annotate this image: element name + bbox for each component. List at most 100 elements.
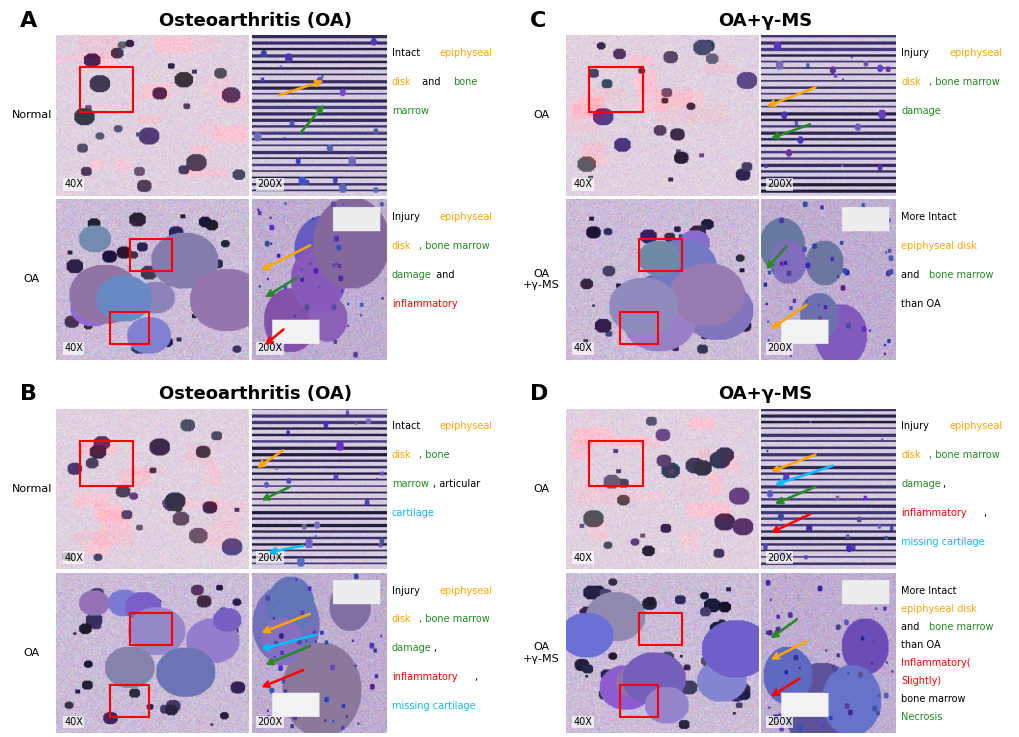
Text: OA: OA: [533, 484, 549, 494]
Text: disk: disk: [391, 450, 411, 461]
Text: damage: damage: [391, 643, 431, 653]
Text: ,: ,: [982, 508, 985, 518]
Text: , bone marrow: , bone marrow: [928, 450, 999, 461]
Text: 40X: 40X: [574, 717, 592, 727]
Text: OA: OA: [23, 274, 40, 284]
Bar: [620, 312, 658, 343]
Text: ,: ,: [474, 672, 477, 682]
Bar: [129, 240, 172, 271]
Text: epiphyseal: epiphyseal: [439, 48, 492, 58]
Text: cartilage: cartilage: [391, 508, 434, 518]
Text: 40X: 40X: [574, 179, 592, 189]
Text: Osteoarthritis (OA): Osteoarthritis (OA): [159, 385, 352, 403]
Bar: [110, 685, 149, 717]
Text: More Intact: More Intact: [901, 212, 956, 222]
Bar: [129, 613, 172, 645]
Bar: [110, 312, 149, 343]
Text: epiphyseal disk: epiphyseal disk: [901, 241, 976, 251]
Text: damage: damage: [391, 270, 431, 280]
Text: A: A: [20, 10, 38, 31]
Text: disk: disk: [391, 241, 411, 251]
Text: 200X: 200X: [766, 179, 791, 189]
Text: B: B: [20, 384, 37, 404]
Text: , bone marrow: , bone marrow: [928, 77, 999, 87]
Text: bone marrow: bone marrow: [901, 694, 965, 704]
Text: 40X: 40X: [64, 717, 83, 727]
Text: Osteoarthritis (OA): Osteoarthritis (OA): [159, 12, 352, 29]
Text: disk: disk: [391, 77, 411, 87]
Text: Inflammatory(: Inflammatory(: [901, 658, 970, 668]
Text: marrow: marrow: [391, 105, 428, 116]
Text: damage: damage: [901, 479, 941, 489]
Text: and: and: [901, 622, 922, 632]
Text: Injury: Injury: [391, 212, 422, 222]
Text: OA
+γ-MS: OA +γ-MS: [523, 269, 559, 290]
Text: OA: OA: [23, 648, 40, 658]
Text: 200X: 200X: [257, 179, 282, 189]
Text: C: C: [529, 10, 545, 31]
Text: , bone: , bone: [419, 450, 449, 461]
Text: ,: ,: [942, 479, 945, 489]
Text: epiphyseal: epiphyseal: [439, 212, 492, 222]
Text: Injury: Injury: [901, 422, 931, 431]
Bar: [620, 685, 658, 717]
Text: disk: disk: [901, 450, 920, 461]
Text: D: D: [529, 384, 547, 404]
Text: More Intact: More Intact: [901, 585, 956, 595]
Text: epiphyseal: epiphyseal: [949, 422, 1002, 431]
Text: 200X: 200X: [257, 717, 282, 727]
Text: Injury: Injury: [391, 585, 422, 595]
Text: disk: disk: [901, 77, 920, 87]
Text: Slightly): Slightly): [901, 676, 941, 686]
Text: OA
+γ-MS: OA +γ-MS: [523, 642, 559, 664]
Text: Intact: Intact: [391, 422, 423, 431]
Text: and: and: [901, 270, 922, 280]
Text: OA+γ-MS: OA+γ-MS: [717, 385, 811, 403]
Bar: [79, 441, 133, 486]
Text: inflammatory: inflammatory: [901, 508, 966, 518]
Text: 40X: 40X: [64, 343, 83, 353]
Text: OA+γ-MS: OA+γ-MS: [717, 12, 811, 29]
Text: 200X: 200X: [766, 717, 791, 727]
Text: 200X: 200X: [257, 553, 282, 563]
Text: ,: ,: [432, 643, 436, 653]
Bar: [639, 613, 681, 645]
Text: 200X: 200X: [257, 343, 282, 353]
Bar: [589, 67, 642, 112]
Text: inflammatory: inflammatory: [391, 672, 457, 682]
Text: bone marrow: bone marrow: [928, 270, 993, 280]
Text: 40X: 40X: [64, 179, 83, 189]
Text: disk: disk: [391, 615, 411, 624]
Text: than OA: than OA: [901, 298, 941, 309]
Bar: [639, 240, 681, 271]
Text: and: and: [432, 270, 454, 280]
Text: 200X: 200X: [766, 343, 791, 353]
Text: bone marrow: bone marrow: [928, 622, 993, 632]
Text: marrow: marrow: [391, 479, 428, 489]
Text: 40X: 40X: [574, 553, 592, 563]
Text: 40X: 40X: [574, 343, 592, 353]
Text: Normal: Normal: [11, 111, 52, 120]
Text: damage: damage: [901, 105, 941, 116]
Text: than OA: than OA: [901, 640, 941, 650]
Text: missing cartilage: missing cartilage: [901, 537, 984, 547]
Text: epiphyseal: epiphyseal: [949, 48, 1002, 58]
Text: missing cartilage: missing cartilage: [391, 701, 475, 711]
Text: Intact: Intact: [391, 48, 423, 58]
Text: inflammatory: inflammatory: [391, 298, 457, 309]
Text: Normal: Normal: [11, 484, 52, 494]
Text: Injury: Injury: [901, 48, 931, 58]
Text: epiphyseal: epiphyseal: [439, 422, 492, 431]
Text: , bone marrow: , bone marrow: [419, 241, 489, 251]
Text: bone: bone: [453, 77, 478, 87]
Text: 200X: 200X: [766, 553, 791, 563]
Text: 40X: 40X: [64, 553, 83, 563]
Bar: [79, 67, 133, 112]
Text: and: and: [419, 77, 443, 87]
Text: epiphyseal: epiphyseal: [439, 585, 492, 595]
Text: OA: OA: [533, 111, 549, 120]
Text: , articular: , articular: [432, 479, 480, 489]
Bar: [589, 441, 642, 486]
Text: Necrosis: Necrosis: [901, 712, 942, 722]
Text: , bone marrow: , bone marrow: [419, 615, 489, 624]
